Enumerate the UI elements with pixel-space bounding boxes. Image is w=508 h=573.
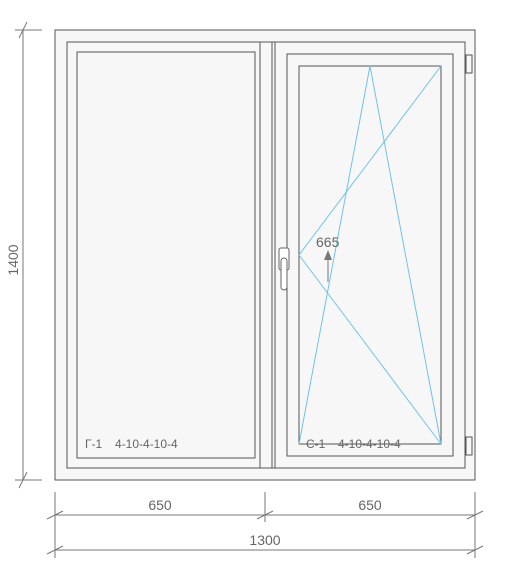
svg-text:650: 650 [148,497,172,513]
right-sash-outer [275,42,465,468]
left-pane-code: Г-1 [85,437,102,451]
left-pane-spec: 4-10-4-10-4 [115,437,178,451]
right-pane-code: С-1 [306,437,326,451]
mullion [260,42,272,468]
svg-text:650: 650 [358,497,382,513]
height-dim: 1400 [5,22,42,488]
right-pane-spec: 4-10-4-10-4 [338,437,401,451]
window-handle [279,248,289,290]
window-diagram: Г-1 4-10-4-10-4 С-1 4-10-4-10-4 665 1400… [0,0,508,573]
svg-text:1400: 1400 [5,244,21,275]
width-dims: 650 650 1300 [47,492,483,558]
svg-text:1300: 1300 [249,532,280,548]
svg-text:665: 665 [316,234,340,250]
